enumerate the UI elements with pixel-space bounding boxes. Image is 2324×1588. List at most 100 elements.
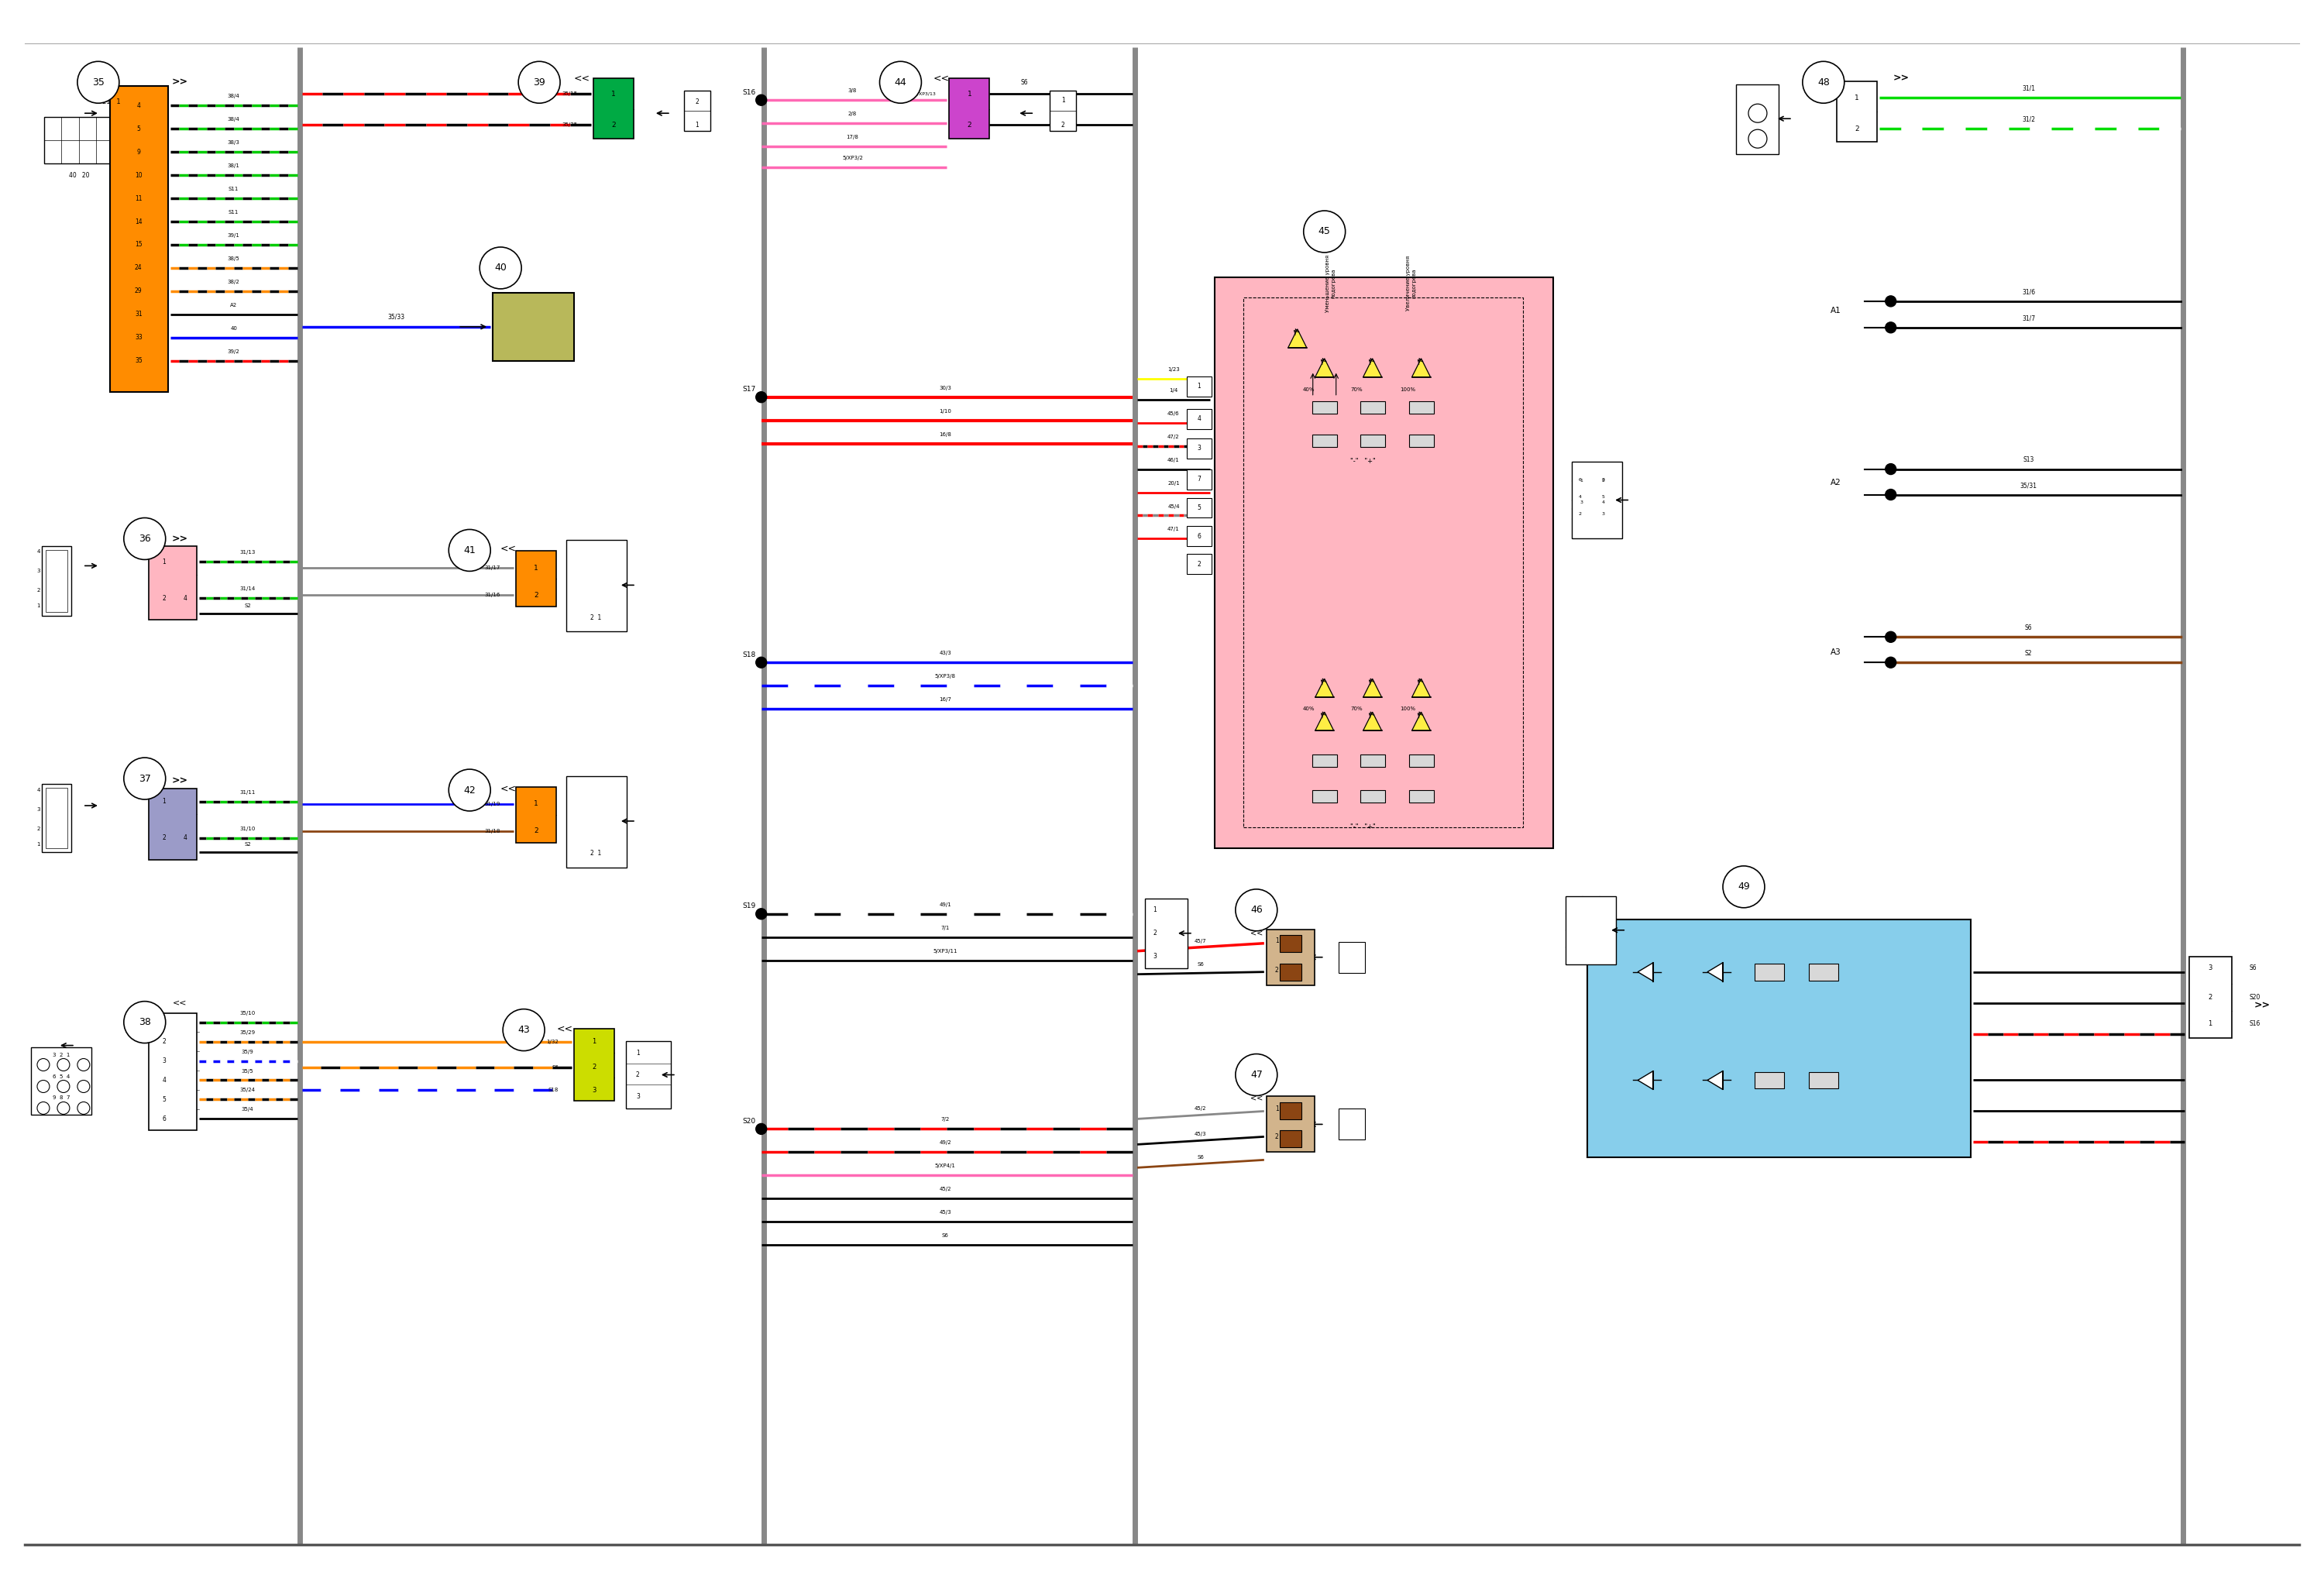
Polygon shape [1364,678,1383,697]
Text: 1/4: 1/4 [1169,387,1178,392]
Text: 31/2: 31/2 [2022,116,2036,122]
Text: 5/XP4/1: 5/XP4/1 [934,1164,955,1169]
Text: 2  1: 2 1 [590,615,602,621]
Text: 2: 2 [37,588,40,592]
Text: 31/14: 31/14 [239,586,256,591]
Text: 31/6: 31/6 [2022,289,2036,295]
Text: S6: S6 [1020,79,1027,86]
Text: 41: 41 [462,545,476,556]
Text: 38/3: 38/3 [228,140,239,145]
Bar [1188,554,1211,575]
Text: 1: 1 [1153,907,1157,913]
Circle shape [755,392,767,403]
Text: 31/19: 31/19 [486,802,500,807]
Polygon shape [1413,359,1432,376]
Bar [1836,81,1878,141]
Text: 35/24: 35/24 [239,1088,256,1093]
Circle shape [123,757,165,799]
Bar [42,546,72,616]
Text: 15: 15 [135,241,142,248]
Text: S16: S16 [2250,1019,2259,1027]
Circle shape [878,62,920,103]
Text: 1: 1 [637,1050,639,1056]
Bar [1408,754,1434,767]
Text: <<: << [500,543,516,554]
Text: 2: 2 [1855,125,1859,132]
Bar [1755,964,1785,980]
Text: 31/18: 31/18 [486,829,500,834]
Text: 1: 1 [1580,478,1583,483]
Text: 38: 38 [139,1018,151,1027]
Text: 4: 4 [37,788,40,792]
Text: Уменьшение уровня
подогрева: Уменьшение уровня подогрева [1325,254,1336,313]
Text: 29: 29 [135,287,142,295]
Text: 43: 43 [518,1024,530,1035]
Circle shape [479,248,521,289]
Text: 31/17: 31/17 [486,565,500,570]
Text: 3: 3 [593,1086,597,1094]
Text: S18: S18 [548,1088,558,1093]
Text: 2: 2 [1153,929,1157,937]
Text: 7: 7 [1197,476,1202,483]
Text: 4: 4 [163,1077,165,1083]
Bar [1188,468,1211,489]
Text: 1: 1 [535,565,539,572]
Polygon shape [1638,962,1652,981]
Text: 35/10: 35/10 [239,1010,256,1015]
Circle shape [755,908,767,919]
Text: "-"   "+": "-" "+" [1350,824,1376,831]
Text: 10: 10 [135,172,142,178]
Text: <<: << [1250,929,1262,937]
Text: 3: 3 [37,807,40,811]
Text: Увеличение уровня
подогрева: Увеличение уровня подогрева [1406,256,1415,311]
Text: "-"   "+": "-" "+" [1350,457,1376,465]
Text: 40   20: 40 20 [70,172,88,178]
Bar [1281,1131,1301,1148]
Bar [1267,929,1315,985]
Bar [516,551,555,607]
Text: 1: 1 [1197,383,1202,389]
Bar [1587,919,1971,1158]
Bar [46,551,67,613]
Text: 4: 4 [1197,416,1202,422]
Text: S20: S20 [2250,994,2259,1000]
Text: 2: 2 [1601,478,1604,483]
Text: 1: 1 [163,559,165,565]
Text: 38/2: 38/2 [228,279,239,284]
Bar [1188,438,1211,459]
Text: A2: A2 [1831,478,1841,486]
Circle shape [123,518,165,559]
Text: 45: 45 [1318,227,1332,237]
Text: 31/10: 31/10 [239,826,256,831]
Text: 5: 5 [1197,505,1202,511]
Circle shape [1885,657,1896,669]
Circle shape [449,769,490,811]
Text: 3: 3 [1580,500,1583,505]
Text: S11: S11 [228,187,239,192]
Text: 35: 35 [93,78,105,87]
Text: 47/1: 47/1 [1167,527,1181,532]
Circle shape [77,62,119,103]
Text: <<: << [558,1023,574,1034]
Text: 31/11: 31/11 [239,791,256,794]
Text: S17: S17 [741,386,755,392]
Text: 39: 39 [532,78,546,87]
Bar [1243,297,1522,827]
Bar [1360,791,1385,802]
Text: 38/5: 38/5 [228,256,239,260]
Bar [1360,754,1385,767]
Text: A1: A1 [1831,306,1841,314]
Text: A2: A2 [230,303,237,308]
Polygon shape [1315,711,1334,730]
Text: S6: S6 [941,1234,948,1239]
Text: 47: 47 [1250,1070,1262,1080]
Circle shape [1885,322,1896,333]
Text: 2: 2 [163,1039,165,1045]
Bar [516,788,555,843]
Text: 49/1: 49/1 [939,902,951,907]
Text: <<: << [934,73,951,84]
Text: 45/6: 45/6 [1167,411,1181,416]
Text: 31/16: 31/16 [486,592,500,597]
Bar [1408,791,1434,802]
Text: S16: S16 [741,89,755,95]
